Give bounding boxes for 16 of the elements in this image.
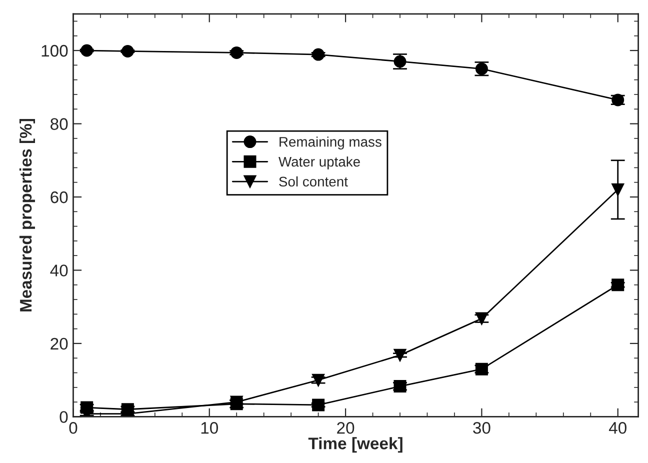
y-axis-title: Measured properties [%]: [19, 118, 36, 312]
x-tick-label: 20: [337, 422, 354, 434]
y-tick-label: 0: [60, 411, 68, 423]
legend-label: Water uptake: [278, 156, 360, 170]
y-tick-label: 100: [42, 44, 68, 57]
x-tick-label: 0: [69, 422, 78, 434]
y-tick-label: 40: [50, 264, 68, 276]
y-tick-label: 20: [50, 338, 68, 350]
legend-label: Sol content: [279, 176, 348, 187]
x-tick-label: 30: [473, 422, 490, 434]
x-tick-label: 10: [201, 422, 218, 434]
x-axis-title: Time [week]: [308, 437, 402, 453]
y-tick-label: 60: [50, 191, 68, 204]
legend-label: Remaining mass: [280, 136, 382, 150]
y-tick-label: 80: [50, 118, 68, 130]
x-tick-label: 40: [608, 422, 626, 434]
